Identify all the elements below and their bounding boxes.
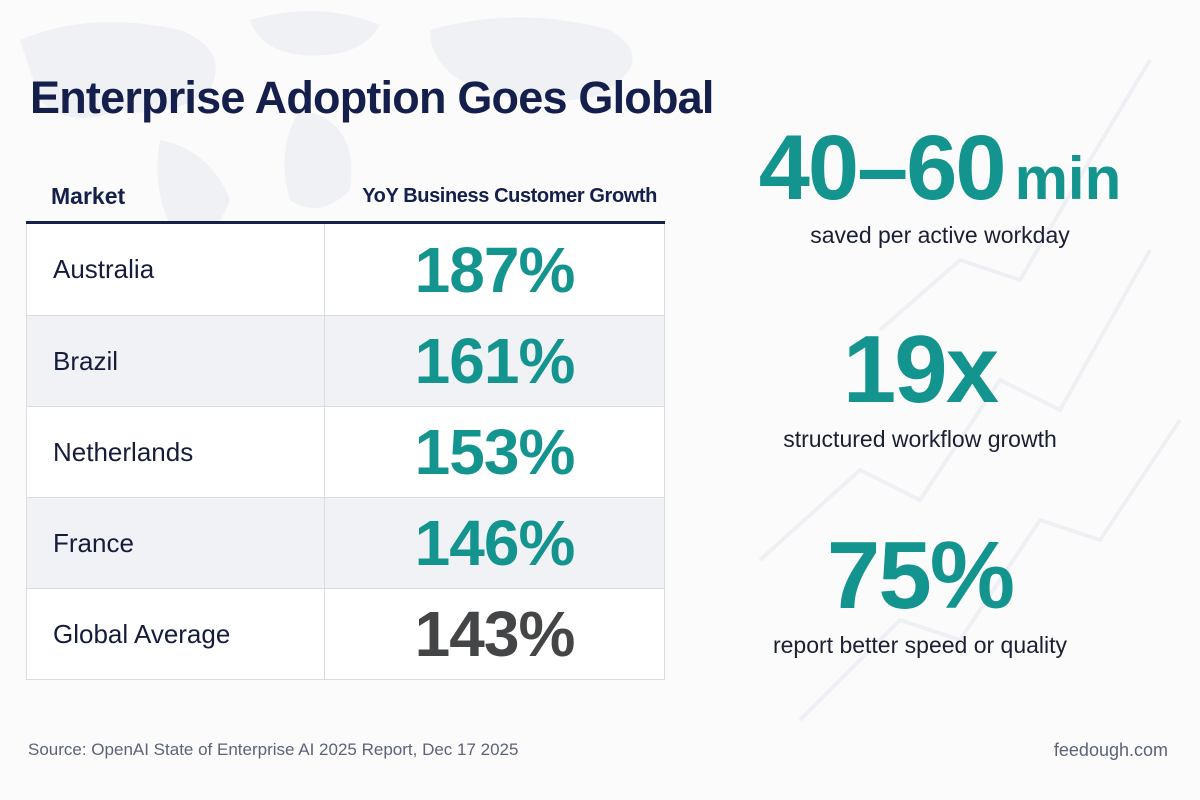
stat-time-saved: 40–60 min saved per active workday	[730, 122, 1150, 249]
growth-cell-global-average: 143%	[414, 598, 576, 670]
stat-value: 19x	[842, 316, 999, 423]
stat-label: structured workflow growth	[783, 426, 1057, 452]
stat-value: 40–60 min	[730, 122, 1150, 214]
table-row: Australia 187%	[27, 224, 664, 315]
growth-cell: 153%	[414, 416, 576, 488]
stat-quality: 75% report better speed or quality	[720, 528, 1120, 659]
stat-workflow-growth: 19x structured workflow growth	[720, 322, 1120, 453]
table-row: France 146%	[27, 497, 664, 588]
market-cell: Brazil	[27, 316, 325, 406]
market-cell: France	[27, 498, 325, 588]
market-cell: Global Average	[27, 589, 325, 679]
growth-cell: 187%	[414, 233, 576, 306]
table-row: Brazil 161%	[27, 315, 664, 406]
column-header-market: Market	[51, 183, 126, 209]
column-header-growth: YoY Business Customer Growth	[362, 185, 657, 207]
stat-label: saved per active workday	[810, 222, 1070, 248]
market-cell: Australia	[27, 224, 325, 315]
stat-number: 40–60	[758, 117, 1007, 219]
growth-table: Market YoY Business Customer Growth Aust…	[26, 172, 665, 680]
market-cell: Netherlands	[27, 407, 325, 497]
table-row: Netherlands 153%	[27, 406, 664, 497]
stat-unit: min	[1014, 145, 1122, 212]
growth-cell: 146%	[414, 507, 576, 579]
stat-label: report better speed or quality	[772, 632, 1068, 658]
stat-value: 75%	[826, 522, 1015, 629]
growth-cell: 161%	[414, 325, 576, 397]
site-credit: feedough.com	[1053, 740, 1168, 760]
table-body: Australia 187% Brazil 161% Netherlands 1…	[26, 224, 665, 680]
table-header: Market YoY Business Customer Growth	[26, 172, 665, 224]
page-title: Enterprise Adoption Goes Global	[30, 72, 714, 123]
table-row: Global Average 143%	[27, 588, 664, 679]
source-note: Source: OpenAI State of Enterprise AI 20…	[28, 740, 519, 759]
